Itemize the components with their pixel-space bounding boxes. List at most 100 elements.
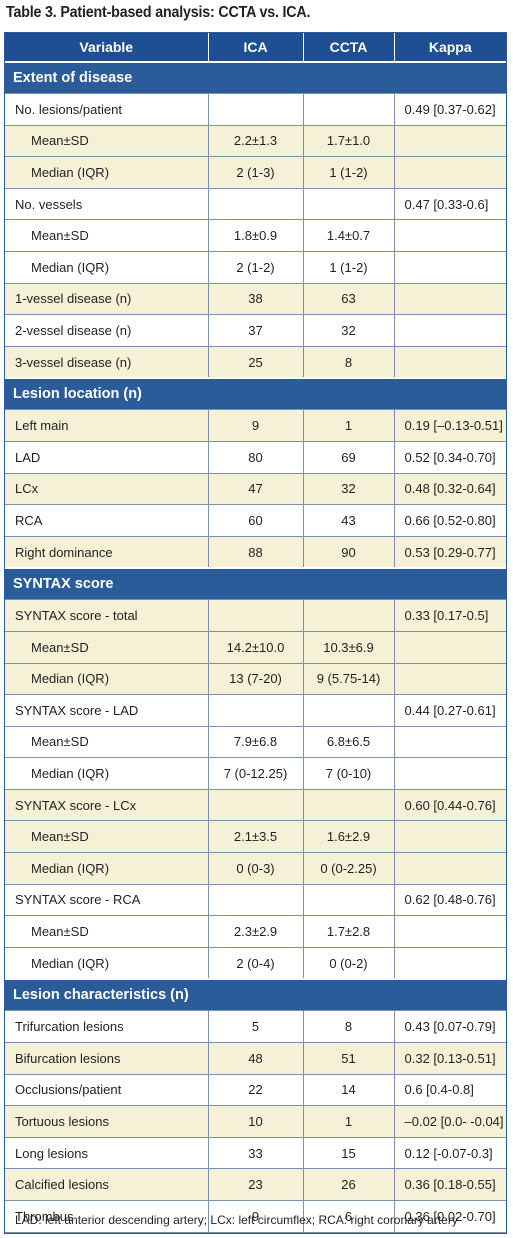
cell-kappa: –0.02 [0.0- -0.04]	[394, 1105, 506, 1138]
cell-ica: 2.1±3.5	[208, 820, 304, 854]
cell-ccta: 1.6±2.9	[303, 820, 395, 854]
cell-variable: Left main	[5, 409, 209, 442]
cell-ica: 2 (1-2)	[208, 251, 304, 284]
header-variable: Variable	[5, 33, 209, 62]
cell-variable: Median (IQR)	[5, 947, 209, 980]
cell-variable: Median (IQR)	[5, 757, 209, 790]
cell-ica: 2.2±1.3	[208, 125, 304, 158]
table-row: No. lesions/patient 0.49 [0.37-0.62]	[5, 93, 506, 126]
section-label: Lesion location (n)	[5, 377, 506, 411]
cell-variable: Median (IQR)	[5, 251, 209, 284]
cell-ica: 23	[208, 1168, 304, 1201]
cell-variable: 2-vessel disease (n)	[5, 314, 209, 347]
table-row: Mean±SD 7.9±6.8 6.8±6.5	[5, 726, 506, 759]
table-row: SYNTAX score - LAD 0.44 [0.27-0.61]	[5, 694, 506, 727]
cell-ccta: 26	[303, 1168, 395, 1201]
section-header: Lesion location (n)	[5, 377, 506, 411]
table-row: RCA 60 43 0.66 [0.52-0.80]	[5, 504, 506, 537]
cell-kappa	[394, 726, 506, 759]
table-row: 3-vessel disease (n) 25 8	[5, 346, 506, 379]
cell-kappa	[394, 283, 506, 316]
cell-variable: Mean±SD	[5, 915, 209, 948]
cell-ccta	[303, 789, 395, 822]
table-row: Bifurcation lesions 48 51 0.32 [0.13-0.51]	[5, 1042, 506, 1075]
cell-variable: LCx	[5, 473, 209, 506]
cell-ica: 9	[208, 409, 304, 442]
cell-variable: Right dominance	[5, 536, 209, 569]
cell-kappa: 0.33 [0.17-0.5]	[394, 599, 506, 632]
cell-ica: 14.2±10.0	[208, 631, 304, 664]
cell-ccta: 1	[303, 409, 395, 442]
cell-ccta: 1.4±0.7	[303, 219, 395, 252]
table-row: SYNTAX score - total 0.33 [0.17-0.5]	[5, 599, 506, 632]
cell-ica	[208, 188, 304, 221]
table-row: Mean±SD 2.2±1.3 1.7±1.0	[5, 125, 506, 158]
cell-kappa: 0.60 [0.44-0.76]	[394, 789, 506, 822]
cell-kappa	[394, 852, 506, 885]
section-header: Extent of disease	[5, 61, 506, 94]
cell-kappa	[394, 631, 506, 664]
cell-kappa: 0.62 [0.48-0.76]	[394, 884, 506, 917]
cell-kappa: 0.43 [0.07-0.79]	[394, 1010, 506, 1044]
cell-kappa	[394, 314, 506, 347]
cell-variable: Long lesions	[5, 1137, 209, 1170]
cell-variable: RCA	[5, 504, 209, 537]
table-caption: Table 3. Patient-based analysis: CCTA vs…	[6, 4, 311, 21]
cell-ccta: 32	[303, 314, 395, 347]
cell-kappa: 0.52 [0.34-0.70]	[394, 441, 506, 474]
cell-ica: 80	[208, 441, 304, 474]
cell-kappa: 0.19 [–0.13-0.51]	[394, 409, 506, 442]
cell-ica	[208, 93, 304, 126]
cell-ccta: 1 (1-2)	[303, 156, 395, 189]
cell-ccta: 6	[303, 1200, 395, 1233]
cell-ccta: 0 (0-2.25)	[303, 852, 395, 885]
cell-ica: 2 (1-3)	[208, 156, 304, 189]
cell-kappa: 0.12 [-0.07-0.3]	[394, 1137, 506, 1170]
cell-ica: 48	[208, 1042, 304, 1075]
cell-ica: 88	[208, 536, 304, 569]
table-row: Median (IQR) 2 (0-4) 0 (0-2)	[5, 947, 506, 980]
table-row: 1-vessel disease (n) 38 63	[5, 283, 506, 316]
cell-ica: 0 (0-3)	[208, 852, 304, 885]
cell-kappa	[394, 820, 506, 854]
section-header: SYNTAX score	[5, 567, 506, 601]
cell-ccta	[303, 188, 395, 221]
table-row: Tortuous lesions 10 1 –0.02 [0.0- -0.04]	[5, 1105, 506, 1138]
cell-ccta: 1 (1-2)	[303, 251, 395, 284]
table-row: Mean±SD 14.2±10.0 10.3±6.9	[5, 631, 506, 664]
cell-ccta: 69	[303, 441, 395, 474]
table-header: Variable ICA CCTA Kappa	[5, 33, 506, 62]
cell-ica	[208, 884, 304, 917]
table-row: LAD 80 69 0.52 [0.34-0.70]	[5, 441, 506, 474]
table-row: No. vessels 0.47 [0.33-0.6]	[5, 188, 506, 221]
cell-kappa: 0.49 [0.37-0.62]	[394, 93, 506, 126]
section-header: Lesion characteristics (n)	[5, 978, 506, 1012]
cell-variable: Mean±SD	[5, 726, 209, 759]
cell-ica: 60	[208, 504, 304, 537]
cell-ica: 47	[208, 473, 304, 506]
cell-variable: Mean±SD	[5, 820, 209, 854]
table-row: Median (IQR) 2 (1-2) 1 (1-2)	[5, 251, 506, 284]
cell-ccta: 9 (5.75-14)	[303, 663, 395, 696]
cell-ccta: 1.7±2.8	[303, 915, 395, 948]
cell-ica: 13 (7-20)	[208, 663, 304, 696]
table-row: Trifurcation lesions 5 8 0.43 [0.07-0.79]	[5, 1010, 506, 1044]
cell-ccta: 1.7±1.0	[303, 125, 395, 158]
cell-ica: 33	[208, 1137, 304, 1170]
cell-variable: No. lesions/patient	[5, 93, 209, 126]
table-row: Median (IQR) 0 (0-3) 0 (0-2.25)	[5, 852, 506, 885]
header-kappa: Kappa	[394, 33, 506, 62]
cell-kappa: 0.36 [0.18-0.55]	[394, 1168, 506, 1201]
table-footnote: LAD: left anterior descending artery; LC…	[4, 1208, 507, 1234]
table-row: Median (IQR) 2 (1-3) 1 (1-2)	[5, 156, 506, 189]
cell-kappa: 0.32 [0.13-0.51]	[394, 1042, 506, 1075]
cell-ica: 9	[208, 1200, 304, 1233]
cell-kappa	[394, 251, 506, 284]
cell-ccta	[303, 694, 395, 727]
cell-ica: 2 (0-4)	[208, 947, 304, 980]
cell-variable: SYNTAX score - RCA	[5, 884, 209, 917]
cell-ccta: 90	[303, 536, 395, 569]
cell-variable: Mean±SD	[5, 125, 209, 158]
table-row: SYNTAX score - RCA 0.62 [0.48-0.76]	[5, 884, 506, 917]
cell-variable: Mean±SD	[5, 631, 209, 664]
